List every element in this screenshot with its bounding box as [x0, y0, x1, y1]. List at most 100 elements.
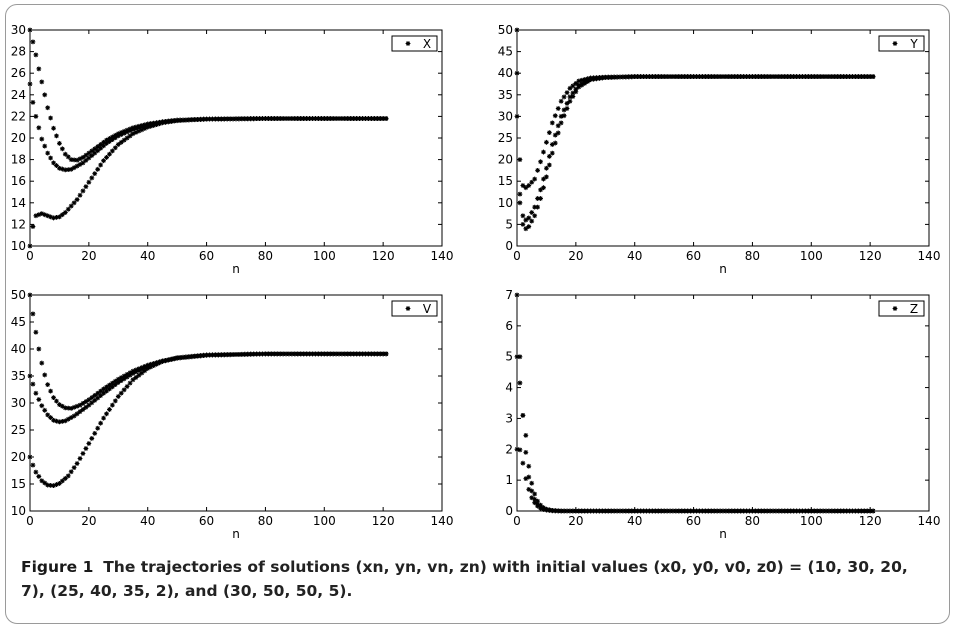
- data-point: [180, 355, 186, 360]
- data-point: [192, 353, 198, 359]
- data-point: [523, 185, 529, 191]
- data-point: [45, 482, 51, 488]
- data-point: [295, 116, 301, 121]
- data-point: [532, 204, 538, 210]
- figure-frame: [5, 4, 950, 624]
- data-point: [83, 399, 89, 404]
- data-point: [688, 508, 694, 514]
- data-point: [597, 508, 602, 514]
- x-tick-label: 60: [199, 514, 214, 528]
- x-tick-label: 100: [800, 249, 823, 263]
- x-axis-label: n: [232, 527, 240, 541]
- y-tick-label: 45: [498, 45, 513, 59]
- y-tick-label: 45: [11, 315, 26, 329]
- data-point: [814, 508, 820, 514]
- data-point: [42, 372, 48, 378]
- data-point: [366, 116, 371, 121]
- data-point: [42, 92, 48, 98]
- data-point: [121, 137, 127, 143]
- y-tick-label: 40: [498, 66, 513, 80]
- data-point: [86, 441, 92, 446]
- data-point: [567, 98, 573, 104]
- data-point: [567, 94, 573, 100]
- data-point: [48, 214, 53, 220]
- data-point: [342, 351, 348, 357]
- data-point: [77, 162, 83, 167]
- data-point: [641, 508, 646, 514]
- data-point: [532, 213, 538, 219]
- data-point: [697, 74, 702, 80]
- data-point: [652, 508, 658, 514]
- data-point: [80, 400, 86, 406]
- caption-label: Figure 1: [21, 558, 94, 576]
- y-tick-label: 50: [11, 288, 26, 302]
- data-point: [62, 418, 68, 424]
- data-point: [30, 224, 36, 229]
- data-point: [345, 116, 351, 121]
- data-point: [561, 94, 567, 100]
- data-point: [339, 116, 345, 121]
- data-point: [517, 354, 523, 360]
- data-point: [98, 162, 104, 168]
- data-point: [861, 74, 867, 80]
- data-point: [632, 74, 638, 80]
- y-tick-label: 15: [498, 174, 513, 188]
- data-point: [573, 508, 579, 514]
- data-point: [788, 508, 794, 514]
- data-point: [552, 140, 558, 146]
- data-point: [723, 508, 729, 514]
- data-point: [45, 213, 51, 219]
- data-point: [48, 415, 53, 420]
- chart-panel-v: 0 20 40 60 80 100 120 140 10 15 20 25 30 35 40 45 50 n V: [11, 288, 454, 541]
- x-tick-label: 100: [313, 249, 336, 263]
- data-point: [71, 157, 77, 163]
- data-point: [526, 215, 532, 221]
- data-point: [192, 117, 198, 122]
- data-point: [204, 352, 209, 358]
- data-point: [691, 74, 696, 80]
- data-point: [51, 395, 56, 400]
- data-point: [594, 76, 599, 82]
- data-point: [327, 116, 333, 121]
- data-point: [268, 116, 274, 121]
- data-point: [567, 85, 573, 91]
- data-point: [316, 351, 321, 357]
- data-point: [829, 508, 835, 514]
- data-point: [564, 106, 570, 111]
- x-tick-label: 0: [26, 249, 34, 263]
- data-point: [292, 351, 298, 357]
- data-point: [366, 351, 371, 357]
- data-point: [310, 116, 315, 121]
- data-point: [54, 418, 59, 424]
- data-point: [221, 352, 227, 358]
- data-point: [691, 508, 696, 514]
- data-point: [844, 74, 849, 80]
- data-point: [729, 508, 735, 514]
- y-tick-label: 5: [505, 217, 513, 231]
- data-point: [791, 508, 797, 514]
- data-point: [694, 74, 699, 80]
- y-tick-label: 14: [11, 196, 26, 210]
- data-point: [127, 126, 133, 132]
- data-point: [33, 52, 39, 58]
- y-tick-label: 3: [505, 411, 513, 425]
- data-point: [538, 159, 543, 165]
- data-point: [535, 204, 540, 210]
- data-point: [62, 151, 68, 157]
- data-point: [549, 507, 555, 513]
- y-tick-label: 5: [505, 350, 513, 364]
- data-point: [535, 196, 540, 201]
- chart-panel-y: 0 20 40 60 80 100 120 140 0 5 10 15 20 25 30 35 40 45 50 n Y: [498, 23, 941, 276]
- data-point: [215, 116, 221, 122]
- data-point: [549, 120, 555, 126]
- data-point: [33, 213, 39, 219]
- legend-box: [391, 300, 438, 317]
- data-point: [127, 133, 133, 139]
- data-point: [377, 116, 383, 121]
- data-point: [744, 508, 749, 514]
- data-point: [726, 508, 732, 514]
- data-point: [626, 508, 632, 514]
- data-point: [30, 381, 36, 387]
- legend-label: Y: [909, 37, 918, 51]
- data-point: [779, 508, 785, 514]
